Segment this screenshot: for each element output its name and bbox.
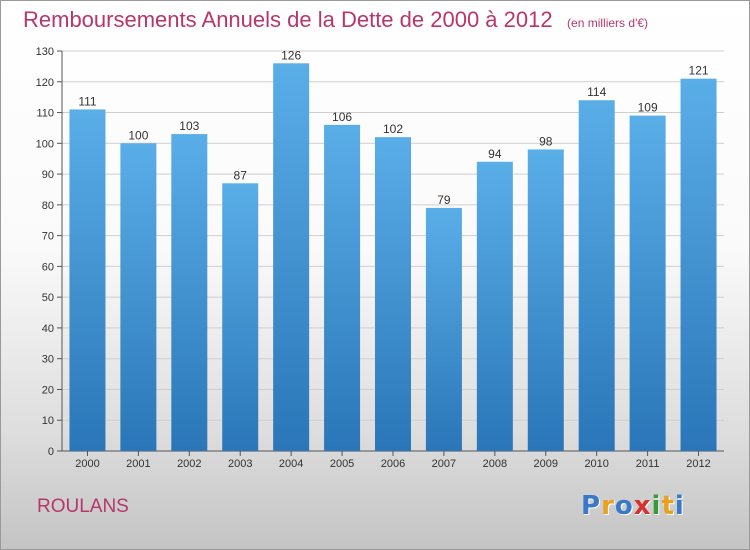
x-tick-label: 2006 xyxy=(381,458,405,470)
chart-title: Remboursements Annuels de la Dette de 20… xyxy=(23,7,553,32)
y-tick-label: 30 xyxy=(42,354,54,366)
y-tick-label: 40 xyxy=(42,323,54,335)
x-tick-label: 2010 xyxy=(584,458,608,470)
bar-2007 xyxy=(425,207,462,451)
chart-subtitle: (en milliers d'€) xyxy=(567,16,649,30)
x-tick-label: 2001 xyxy=(126,458,150,470)
logo-letter: i xyxy=(674,491,685,521)
logo-letter: x xyxy=(633,491,652,521)
logo-letter: i xyxy=(651,491,662,521)
commune-name: ROULANS xyxy=(37,496,129,517)
logo-letter: o xyxy=(614,491,634,521)
proxiti-logo: Proxiti xyxy=(581,491,685,521)
y-tick-label: 50 xyxy=(42,292,54,304)
bars xyxy=(69,63,717,452)
data-label-2012: 121 xyxy=(689,64,709,78)
x-tick-label: 2009 xyxy=(534,458,558,470)
x-tick-label: 2004 xyxy=(279,458,303,470)
x-tick-label: 2012 xyxy=(686,458,710,470)
bar-2004 xyxy=(273,63,310,452)
bar-2009 xyxy=(527,149,564,451)
data-label-2011: 109 xyxy=(638,101,658,115)
data-label-2006: 102 xyxy=(383,122,403,136)
bar-2008 xyxy=(476,161,513,451)
x-tick-label: 2008 xyxy=(483,458,507,470)
x-tick-label: 2011 xyxy=(636,458,660,470)
y-tick-label: 10 xyxy=(42,415,54,427)
data-label-2009: 98 xyxy=(539,134,553,148)
logo-letter: t xyxy=(661,491,675,521)
x-tick-label: 2000 xyxy=(75,458,99,470)
y-tick-label: 120 xyxy=(36,77,54,89)
data-label-2000: 111 xyxy=(78,94,97,108)
logo-letter: r xyxy=(601,491,615,521)
x-tick-label: 2007 xyxy=(432,458,456,470)
title-row: Remboursements Annuels de la Dette de 20… xyxy=(23,7,648,33)
x-tick-label: 2002 xyxy=(177,458,201,470)
data-label-2008: 94 xyxy=(488,147,502,161)
bar-2010 xyxy=(578,100,615,451)
data-label-2001: 100 xyxy=(128,128,148,142)
bar-2012 xyxy=(680,78,717,451)
y-tick-label: 100 xyxy=(36,138,54,150)
y-tick-label: 20 xyxy=(42,384,54,396)
bar-2002 xyxy=(171,134,208,452)
data-label-2002: 103 xyxy=(179,119,199,133)
bar-2003 xyxy=(222,183,259,452)
bar-2001 xyxy=(120,143,157,452)
y-tick-label: 80 xyxy=(42,200,54,212)
data-label-2010: 114 xyxy=(587,85,606,99)
x-tick-label: 2005 xyxy=(330,458,354,470)
data-label-2007: 79 xyxy=(437,193,451,207)
y-tick-label: 70 xyxy=(42,231,54,243)
bar-2005 xyxy=(324,124,361,451)
x-tick-label: 2003 xyxy=(228,458,252,470)
y-tick-label: 130 xyxy=(36,46,54,58)
bar-2006 xyxy=(375,137,411,451)
bar-2000 xyxy=(69,109,106,451)
y-tick-label: 110 xyxy=(36,108,54,120)
y-tick-label: 90 xyxy=(42,169,54,181)
data-label-2005: 106 xyxy=(332,110,352,124)
data-label-2003: 87 xyxy=(234,168,248,182)
bar-2011 xyxy=(629,115,666,451)
logo-letter: P xyxy=(581,491,602,521)
y-tick-label: 60 xyxy=(42,261,54,273)
data-labels: 111 100 103 87 126 106 102 79 94 98 114 109 121 xyxy=(78,48,709,207)
data-label-2004: 126 xyxy=(281,48,301,62)
y-tick-label: 0 xyxy=(48,446,54,458)
